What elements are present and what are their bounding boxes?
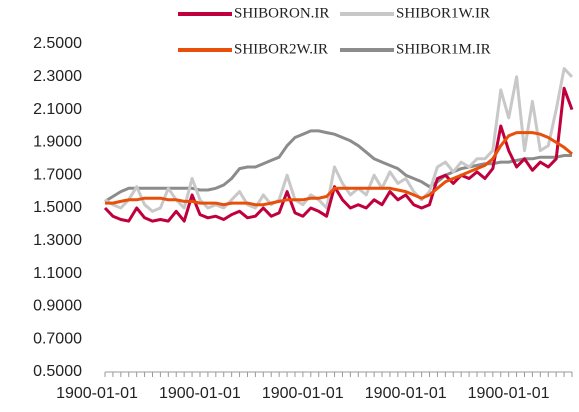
legend-label: SHIBOR2W.IR (234, 41, 328, 57)
y-tick-label: 1.3000 (33, 232, 82, 249)
y-tick-label: 0.9000 (33, 298, 82, 315)
x-tick-label: 1900-01-01 (159, 385, 241, 402)
x-tick-label: 1900-01-01 (468, 385, 550, 402)
x-tick-label: 1900-01-01 (56, 385, 138, 402)
series-line (103, 86, 574, 223)
y-tick-label: 0.5000 (33, 363, 82, 380)
y-tick-label: 2.3000 (33, 68, 82, 85)
series-line (104, 67, 574, 213)
legend-label: SHIBOR1W.IR (396, 5, 490, 21)
x-tick-label: 1900-01-01 (262, 385, 344, 402)
y-tick-label: 1.7000 (33, 166, 82, 183)
y-tick-label: 0.7000 (33, 330, 82, 347)
y-tick-label: 2.1000 (33, 101, 82, 118)
y-tick-label: 2.5000 (33, 35, 82, 52)
x-tick-label: 1900-01-01 (365, 385, 447, 402)
y-tick-label: 1.1000 (33, 265, 82, 282)
y-tick-label: 1.5000 (33, 199, 82, 216)
y-tick-label: 1.9000 (33, 134, 82, 151)
series-line (105, 131, 573, 207)
legend-label: SHIBOR1M.IR (396, 41, 491, 57)
legend-label: SHIBORON.IR (234, 5, 329, 21)
